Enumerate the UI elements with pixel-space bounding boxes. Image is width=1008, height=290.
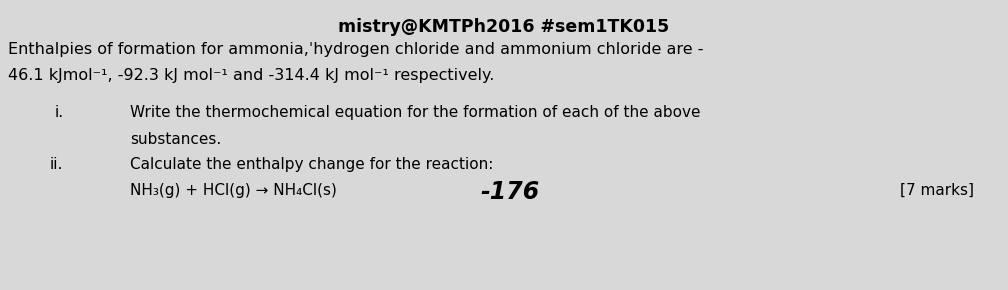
Text: NH₃(g) + HCl(g) → NH₄Cl(s): NH₃(g) + HCl(g) → NH₄Cl(s) [130,183,337,198]
Text: -176: -176 [480,180,539,204]
Text: ii.: ii. [50,157,64,172]
Text: mistry@KMTPh2016 #sem1TK015: mistry@KMTPh2016 #sem1TK015 [339,18,669,36]
Text: Enthalpies of formation for ammonia,ˈhydrogen chloride and ammonium chloride are: Enthalpies of formation for ammonia,ˈhyd… [8,42,704,57]
Text: 46.1 kJmol⁻¹, -92.3 kJ mol⁻¹ and -314.4 kJ mol⁻¹ respectively.: 46.1 kJmol⁻¹, -92.3 kJ mol⁻¹ and -314.4 … [8,68,494,83]
Text: Write the thermochemical equation for the formation of each of the above: Write the thermochemical equation for th… [130,105,701,120]
Text: i.: i. [55,105,65,120]
Text: substances.: substances. [130,132,221,147]
Text: [7 marks]: [7 marks] [900,183,974,198]
Text: Calculate the enthalpy change for the reaction:: Calculate the enthalpy change for the re… [130,157,493,172]
